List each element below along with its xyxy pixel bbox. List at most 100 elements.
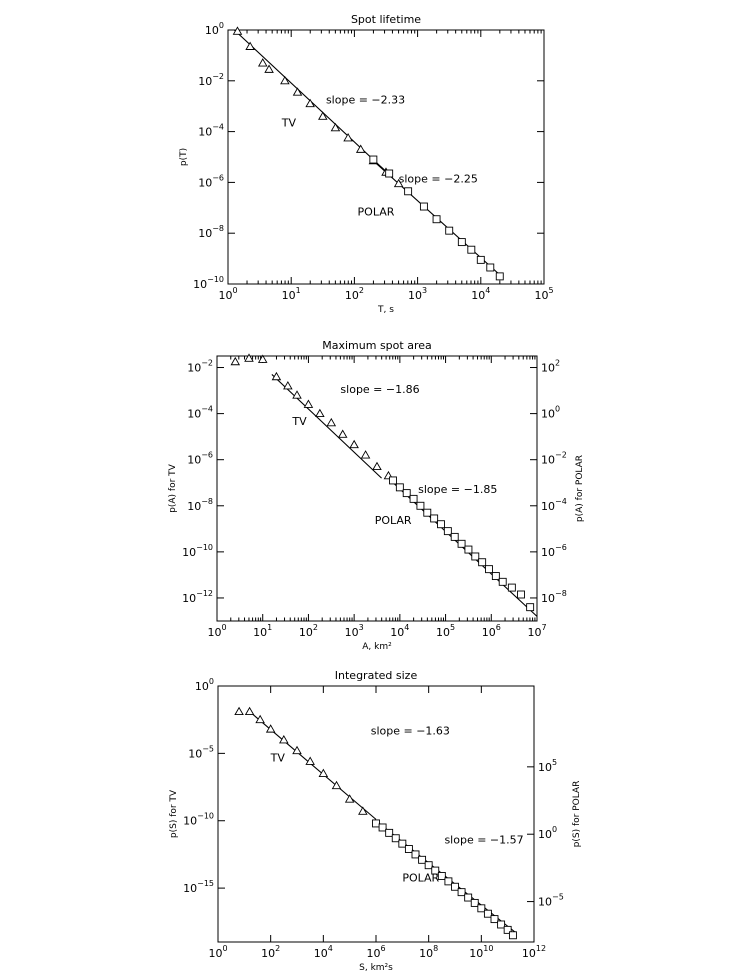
y-right-tick-label: 102	[541, 359, 560, 375]
tv-data-point	[358, 806, 368, 815]
annotation-1: slope = −2.33	[326, 94, 405, 107]
y-tick-label: 10−8	[198, 224, 224, 240]
annotation-4: POLAR	[375, 514, 412, 527]
annotation-3: slope = −1.85	[418, 483, 497, 496]
y-right-tick-label: 10−8	[541, 589, 567, 605]
polar-data-point	[372, 819, 380, 828]
x-tick-label: 108	[419, 944, 438, 960]
polar-data-point	[391, 834, 400, 843]
x-tick-label: 102	[345, 286, 364, 302]
annotation-4: POLAR	[358, 205, 395, 218]
polar-data-point	[495, 272, 504, 281]
x-tick-label: 101	[282, 286, 301, 302]
polar-data-point	[491, 572, 500, 581]
tv-data-point	[343, 133, 353, 142]
tv-data-point	[326, 417, 337, 427]
polar-data-point	[437, 872, 446, 880]
tv-data-point	[244, 706, 255, 716]
tv-data-point	[292, 390, 302, 399]
chart-panel-3: Integrated size S, km²s p(S) for TV p(S) fo…	[169, 669, 582, 973]
y-tick-label: 10−15	[183, 879, 214, 895]
tv-data-point	[264, 64, 274, 73]
y-tick-label: 10−5	[188, 744, 214, 760]
chart-title: Maximum spot area	[322, 339, 431, 352]
polar-data-point	[432, 215, 441, 224]
polar-data-point	[497, 920, 506, 929]
x-tick-label: 103	[345, 623, 364, 639]
tv-data-point	[393, 178, 404, 188]
y-tick-label: 10−4	[187, 405, 213, 421]
x-tick-label: 102	[299, 623, 318, 639]
tv-data-point	[279, 734, 289, 744]
annotation-4: POLAR	[402, 871, 439, 884]
tv-data-point	[232, 26, 243, 35]
polar-data-point	[389, 476, 397, 485]
polar-data-point	[464, 893, 473, 902]
polar-data-point	[423, 508, 432, 517]
y-tick-label: 10−8	[187, 497, 213, 513]
y-tick-label: 10−4	[198, 123, 224, 139]
chart-title: Spot lifetime	[351, 13, 421, 26]
polar-data-point	[419, 202, 428, 211]
x-tick-label: 101	[253, 623, 272, 639]
polar-data-point	[470, 898, 479, 907]
annotation-2: TV	[270, 751, 286, 764]
x-tick-label: 100	[218, 286, 237, 302]
tv-data-point	[283, 381, 293, 390]
polar-data-point	[398, 839, 407, 848]
polar-data-point	[486, 263, 495, 272]
polar-data-point	[402, 489, 411, 498]
tv-data-point	[244, 353, 254, 362]
x-tick-label: 106	[366, 944, 385, 960]
y-tick-label: 10−2	[187, 359, 213, 375]
annotation-2: TV	[291, 415, 307, 428]
y-right-tick-label: 100	[541, 405, 560, 421]
tv-data-point	[318, 111, 328, 120]
polar-data-point	[385, 828, 394, 837]
polar-data-point	[490, 915, 499, 924]
plot-frame	[216, 355, 538, 622]
tv-data-point	[360, 450, 371, 459]
chart-panel-1: Spot lifetime T, s p(T) 100 101 102 103 104 105 1…	[179, 13, 554, 315]
x-tick-label: 100	[208, 944, 227, 960]
y-axis-right-label: p(S) for POLAR	[572, 781, 582, 848]
y-tick-label: 10−10	[182, 543, 213, 559]
tv-data-point	[318, 768, 329, 778]
tv-data-point	[305, 756, 315, 765]
y-right-tick-label: 10−5	[538, 893, 564, 909]
annotation-3: slope = −2.25	[399, 172, 478, 185]
polar-data-point	[471, 552, 480, 561]
y-axis-label: p(A) for TV	[168, 463, 178, 512]
polar-data-point	[411, 850, 420, 859]
polar-data-point	[467, 245, 476, 254]
tv-data-point	[331, 780, 342, 790]
chart-title: Integrated size	[335, 669, 418, 682]
annotation-2: TV	[281, 117, 297, 130]
tv-data-point	[349, 439, 359, 449]
x-tick-label: 107	[527, 623, 546, 639]
y-axis-label: p(S) for TV	[169, 789, 179, 838]
tv-data-point	[271, 371, 282, 381]
polar-data-point	[395, 483, 404, 492]
polar-data-point	[477, 904, 486, 913]
polar-data-point	[385, 169, 394, 178]
y-tick-label: 10−6	[198, 173, 224, 189]
x-tick-label: 104	[314, 944, 333, 960]
polar-data-point	[476, 255, 485, 264]
polar-data-point	[517, 590, 525, 599]
y-tick-label: 10−6	[187, 451, 213, 467]
tv-data-point	[280, 75, 290, 85]
y-tick-label: 10−10	[193, 275, 224, 291]
fit-line-2	[390, 480, 538, 617]
tv-data-point	[337, 429, 348, 438]
polar-data-point	[445, 226, 454, 235]
polar-data-point	[431, 866, 440, 875]
tv-data-point	[245, 41, 255, 50]
tv-data-point	[265, 724, 276, 733]
polar-data-point	[508, 931, 517, 940]
tv-data-point	[230, 356, 241, 366]
annotation-1: slope = −1.86	[340, 383, 419, 396]
y-right-tick-label: 10−6	[541, 543, 567, 559]
